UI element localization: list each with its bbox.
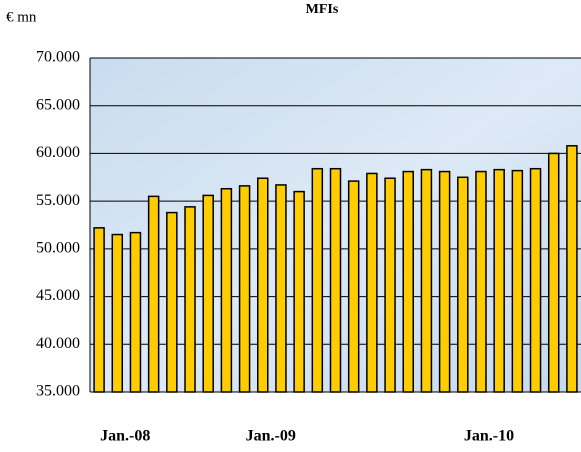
bar xyxy=(238,185,251,393)
bar xyxy=(275,184,287,393)
bar xyxy=(293,190,305,393)
y-tick-label: 60.000 xyxy=(36,144,80,161)
bar xyxy=(493,168,505,393)
x-tick-label: Jan.-10 xyxy=(464,428,514,445)
y-unit-label: € mn xyxy=(6,9,37,25)
bar xyxy=(511,169,524,393)
x-tick-label: Jan.-08 xyxy=(100,428,150,445)
bar xyxy=(147,195,160,393)
y-tick-label: 55.000 xyxy=(36,192,80,209)
y-tick-label: 70.000 xyxy=(36,49,80,66)
bar xyxy=(529,167,542,393)
bar xyxy=(202,194,214,393)
y-tick-label: 45.000 xyxy=(36,287,80,304)
bar xyxy=(311,167,324,393)
y-tick-label: 50.000 xyxy=(36,240,80,257)
x-tick-label: Jan.-09 xyxy=(246,428,296,445)
bar xyxy=(475,170,487,393)
bar xyxy=(93,227,105,393)
bar xyxy=(220,187,233,393)
bar xyxy=(111,233,124,393)
bar xyxy=(457,176,469,393)
bar xyxy=(329,167,342,393)
bar xyxy=(366,172,378,393)
chart-title: MFIs xyxy=(306,2,339,17)
bar xyxy=(129,231,142,393)
y-tick-label: 65.000 xyxy=(36,96,80,113)
bar xyxy=(384,177,396,393)
bar xyxy=(420,168,433,393)
bar xyxy=(547,152,560,393)
bar xyxy=(566,145,578,393)
bar xyxy=(184,206,196,393)
bar xyxy=(402,170,414,393)
bar xyxy=(438,170,451,393)
bar xyxy=(166,211,178,393)
y-tick-label: 35.000 xyxy=(36,383,80,400)
y-tick-label: 40.000 xyxy=(36,335,80,352)
bar xyxy=(347,180,360,393)
bar xyxy=(257,177,269,393)
